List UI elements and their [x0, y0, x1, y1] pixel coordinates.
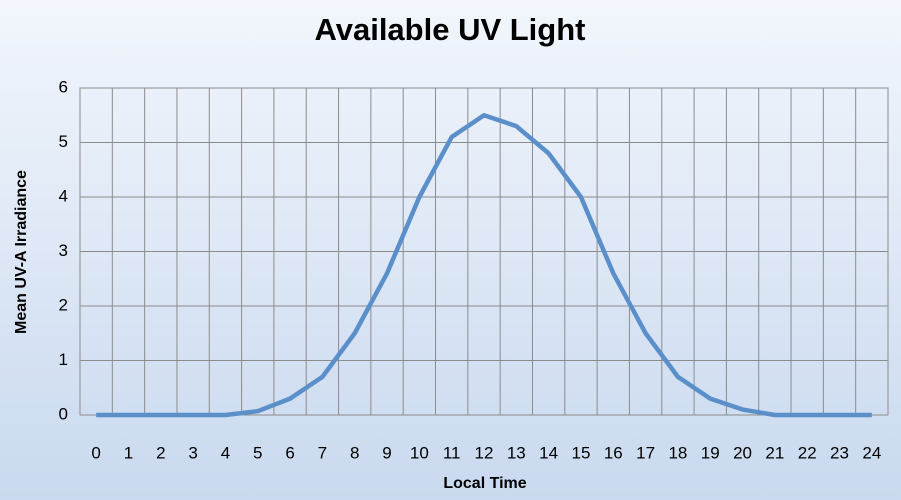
x-tick-label: 20 — [733, 443, 752, 462]
x-tick-label: 6 — [285, 443, 294, 462]
y-tick-label: 1 — [59, 350, 68, 369]
y-tick-label: 0 — [59, 404, 68, 423]
x-tick-label: 24 — [862, 443, 881, 462]
x-tick-label: 13 — [507, 443, 526, 462]
x-tick-label: 1 — [124, 443, 133, 462]
x-tick-label: 21 — [765, 443, 784, 462]
x-tick-label: 5 — [253, 443, 262, 462]
chart-title: Available UV Light — [314, 12, 585, 47]
y-tick-label: 4 — [59, 186, 68, 205]
x-tick-label: 22 — [798, 443, 817, 462]
x-tick-label: 16 — [604, 443, 623, 462]
x-axis-label: Local Time — [443, 475, 526, 492]
x-tick-label: 0 — [91, 443, 100, 462]
x-tick-label: 18 — [668, 443, 687, 462]
x-tick-label: 8 — [350, 443, 359, 462]
x-tick-label: 17 — [636, 443, 655, 462]
x-tick-label: 2 — [156, 443, 165, 462]
plot-border — [79, 87, 889, 416]
x-tick-label: 11 — [443, 443, 461, 462]
x-tick-label: 4 — [221, 443, 230, 462]
y-tick-label: 5 — [59, 132, 68, 151]
x-tick-label: 7 — [318, 443, 327, 462]
x-tick-label: 3 — [188, 443, 197, 462]
y-tick-label: 3 — [59, 241, 68, 260]
x-tick-label: 10 — [410, 443, 429, 462]
x-tick-label: 15 — [571, 443, 590, 462]
line-series — [96, 113, 872, 418]
x-tick-label: 14 — [539, 443, 558, 462]
y-axis-label: Mean UV-A Irradiance — [13, 170, 30, 334]
x-tick-label: 9 — [382, 443, 391, 462]
y-tick-label: 2 — [59, 295, 68, 314]
x-tick-label: 19 — [701, 443, 720, 462]
x-tick-label: 23 — [830, 443, 849, 462]
y-tick-label: 6 — [59, 77, 68, 96]
x-tick-label: 12 — [475, 443, 494, 462]
